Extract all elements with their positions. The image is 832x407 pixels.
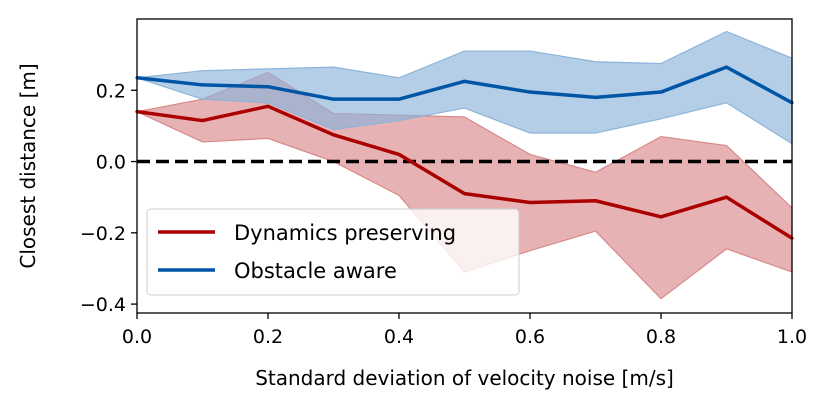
data-point-dynamics-preserving-1 (200, 118, 205, 123)
data-point-dynamics-preserving-3 (331, 133, 336, 137)
data-point-obstacle-aware-2 (266, 85, 270, 89)
x-tick-label-1: 0.2 (253, 326, 283, 348)
data-point-obstacle-aware-3 (331, 97, 336, 101)
series-lines (135, 65, 794, 240)
data-point-obstacle-aware-1 (200, 83, 205, 87)
x-tick-label-5: 1.0 (777, 326, 807, 348)
x-axis-ticks: 0.0 0.2 0.4 0.6 0.8 1.0 (122, 313, 807, 348)
data-point-dynamics-preserving-8 (659, 215, 663, 219)
legend-box (146, 208, 520, 296)
data-point-dynamics-preserving-7 (593, 199, 598, 203)
data-point-dynamics-preserving-6 (528, 200, 532, 205)
legend: Dynamics preserving Obstacle aware (146, 208, 520, 296)
data-point-dynamics-preserving-5 (462, 192, 467, 196)
data-point-obstacle-aware-8 (659, 90, 663, 94)
y-tick-label-0: −0.4 (80, 294, 126, 316)
plot-frame (136, 18, 793, 314)
y-tick-label-3: 0.2 (96, 80, 126, 102)
legend-label-dynamics-preserving: Dynamics preserving (234, 221, 456, 245)
data-point-dynamics-preserving-2 (266, 104, 270, 108)
data-point-obstacle-aware-5 (462, 79, 467, 83)
x-tick-label-4: 0.8 (646, 326, 676, 348)
data-point-obstacle-aware-4 (397, 97, 401, 101)
x-tick-label-0: 0.0 (122, 326, 152, 348)
legend-label-obstacle-aware: Obstacle aware (234, 259, 397, 283)
confidence-bands (135, 30, 793, 300)
data-point-obstacle-aware-7 (593, 95, 598, 99)
data-point-dynamics-preserving-4 (397, 152, 401, 157)
x-tick-label-2: 0.4 (384, 326, 414, 348)
data-point-obstacle-aware-6 (528, 90, 532, 94)
data-point-dynamics-preserving-9 (724, 195, 729, 199)
y-axis-label: Closest distance [m] (16, 63, 40, 268)
y-tick-label-2: 0.0 (96, 152, 126, 174)
x-axis-label: Standard deviation of velocity noise [m/… (255, 366, 674, 390)
x-tick-label-3: 0.6 (515, 326, 545, 348)
data-point-obstacle-aware-9 (724, 65, 729, 69)
y-axis-ticks: −0.4 −0.2 0.0 0.2 (80, 80, 137, 316)
y-tick-label-1: −0.2 (80, 223, 126, 245)
